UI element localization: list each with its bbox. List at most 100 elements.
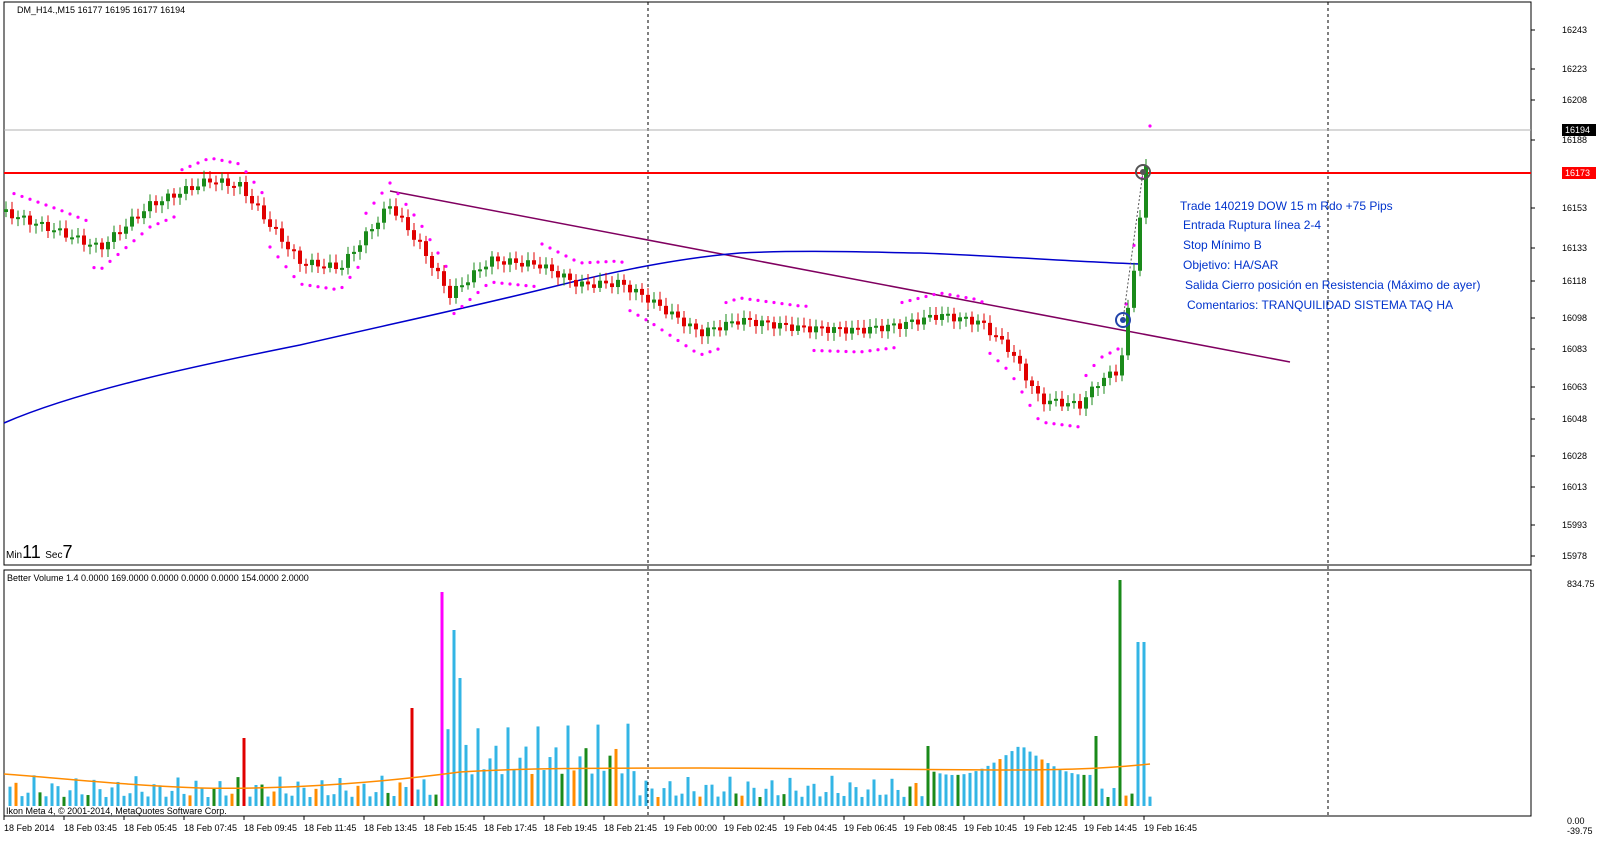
volume-bar	[890, 778, 894, 806]
sar-dot	[28, 197, 32, 201]
sar-dot	[268, 245, 272, 249]
candle-body	[1012, 351, 1016, 356]
candle-body	[736, 321, 740, 325]
candle-body	[904, 321, 908, 329]
volume-bar	[824, 792, 828, 806]
sar-dot	[964, 295, 968, 300]
volume-bar	[998, 759, 1002, 806]
volume-bar	[326, 795, 330, 806]
time-tick-label: 19 Feb 04:45	[784, 823, 837, 833]
volume-scale-min: -39.75	[1567, 826, 1593, 836]
candle-body	[532, 260, 536, 265]
volume-bar	[554, 747, 558, 806]
volume-bar	[350, 796, 354, 806]
sar-dot	[84, 218, 88, 222]
volume-bar	[518, 757, 522, 806]
sar-dot	[236, 162, 240, 166]
candle-body	[316, 259, 320, 267]
volume-bar	[914, 782, 918, 806]
candle-body	[466, 282, 470, 286]
price-tick-label: 16013	[1562, 482, 1587, 492]
volume-bar	[494, 745, 498, 806]
volume-bar	[1040, 759, 1044, 806]
entry-marker-icon[interactable]	[1115, 312, 1131, 328]
sar-dot	[292, 275, 296, 279]
sar-dot	[500, 281, 504, 285]
price-tick-label: 15993	[1562, 520, 1587, 530]
sar-dot	[892, 346, 896, 350]
candle-body	[868, 326, 872, 334]
indicator-title: Better Volume 1.4 0.0000 169.0000 0.0000…	[7, 573, 309, 583]
sar-dot	[52, 206, 56, 210]
volume-bar	[170, 790, 174, 806]
sar-dot	[556, 250, 560, 254]
sar-dot	[860, 350, 864, 354]
candle-body	[604, 280, 608, 284]
annotation-trade: Trade 140219 DOW 15 m Rdo +75 Pips	[1180, 199, 1393, 213]
price-tick-label: 15978	[1562, 551, 1587, 561]
volume-bar	[362, 783, 366, 806]
sar-dot	[492, 280, 496, 284]
candle-body	[472, 270, 476, 283]
sar-dot	[444, 264, 448, 268]
sar-dot	[732, 298, 736, 302]
sar-dot	[1036, 417, 1040, 421]
volume-bar	[830, 775, 834, 806]
sar-dot	[172, 215, 176, 219]
bar-timer: Min11 Sec7	[6, 542, 73, 563]
volume-bar	[782, 794, 786, 806]
volume-bar	[680, 793, 684, 806]
sar-dot	[612, 259, 616, 263]
volume-bar	[332, 794, 336, 806]
sar-dot	[60, 209, 64, 213]
sar-dot	[516, 283, 520, 287]
volume-bar	[1100, 788, 1104, 806]
candle-body	[166, 193, 170, 202]
volume-bar	[404, 786, 408, 806]
volume-bar	[614, 748, 618, 806]
candle-body	[1066, 403, 1070, 407]
candle-body	[274, 226, 278, 229]
sar-dot	[404, 202, 408, 206]
trend-line[interactable]	[389, 190, 1291, 363]
candle-body	[682, 317, 686, 327]
volume-pane-frame	[3, 569, 1532, 817]
sar-dot	[140, 232, 144, 236]
candle-body	[118, 232, 122, 235]
candle-body	[64, 228, 68, 238]
sar-dot	[908, 298, 912, 303]
volume-bar	[704, 784, 708, 806]
candle-body	[76, 235, 80, 238]
sar-dot	[1068, 424, 1072, 428]
candle-body	[592, 284, 596, 288]
volume-bar	[248, 796, 252, 806]
volume-bar	[1112, 787, 1116, 806]
volume-bar	[692, 791, 696, 806]
volume-bar	[668, 781, 672, 806]
exit-marker-icon[interactable]	[1135, 164, 1151, 180]
sar-dot	[108, 259, 112, 263]
candle-body	[862, 327, 866, 334]
volume-bar	[8, 786, 12, 806]
sar-dot	[812, 348, 816, 353]
candle-body	[766, 320, 770, 323]
sar-dot	[1044, 421, 1048, 425]
volume-bar	[686, 776, 690, 806]
candle-body	[418, 239, 422, 242]
sar-dot	[1012, 377, 1016, 381]
sar-dot	[180, 168, 184, 172]
volume-bar	[572, 770, 576, 806]
candle-body	[748, 317, 752, 320]
volume-bar	[506, 727, 510, 806]
volume-bar	[1058, 769, 1062, 806]
time-tick-label: 19 Feb 08:45	[904, 823, 957, 833]
candle-body	[994, 335, 998, 338]
parabolic-sar-layer	[12, 124, 1152, 429]
time-axis: 18 Feb 2014 18 Feb 03:45 18 Feb 05:45 18 Fe…	[3, 816, 1197, 833]
candle-body	[280, 228, 284, 242]
candle-body	[568, 273, 572, 280]
candle-body	[598, 280, 602, 288]
sar-dot	[1052, 422, 1056, 426]
volume-bar	[452, 630, 456, 806]
